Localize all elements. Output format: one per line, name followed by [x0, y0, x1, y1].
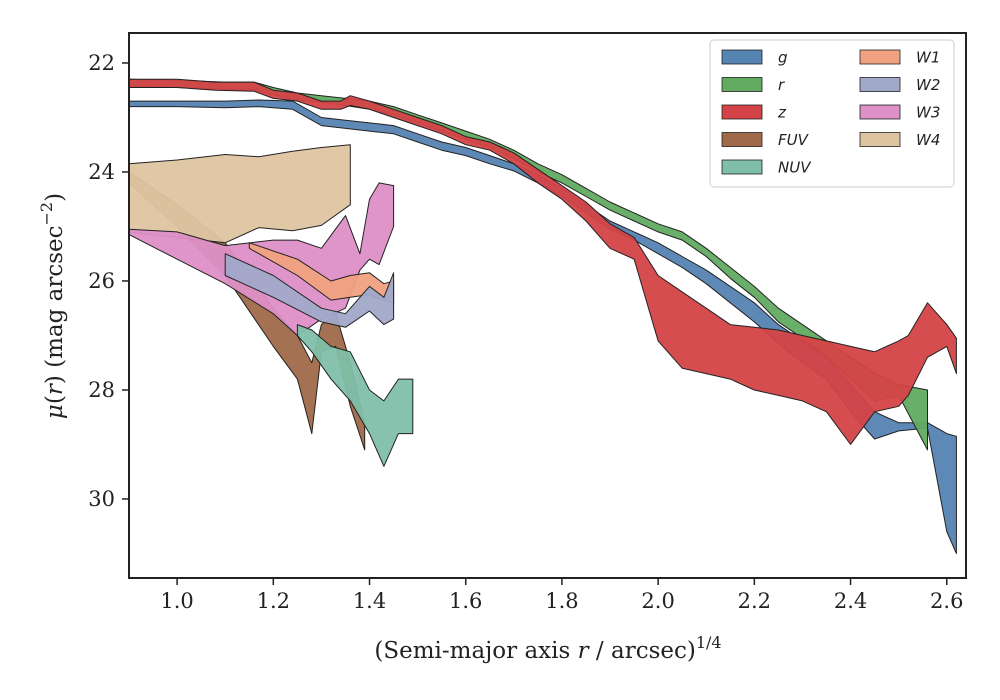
legend-swatch-w3 [859, 104, 901, 120]
series-bands [128, 78, 957, 554]
x-axis-label: (Semi-major axis r / arcsec)1/4 [374, 633, 721, 664]
x-tick-label: 2.2 [738, 589, 771, 613]
legend-label-z: z [777, 104, 787, 122]
legend-swatch-fuv [721, 132, 763, 147]
plot-frame [128, 32, 967, 579]
legend-swatch-g [721, 49, 763, 65]
legend-label-fuv: FUV [778, 131, 810, 149]
band-nuv [296, 324, 414, 467]
y-tick-label: 24 [88, 160, 115, 184]
y-tick-label: 22 [88, 51, 115, 75]
x-tick-label: 2.6 [930, 589, 963, 613]
x-tick-label: 1.6 [449, 589, 482, 613]
legend-swatch-w4 [859, 132, 901, 147]
legend-label-w4: W4 [916, 131, 940, 149]
legend-box [709, 39, 955, 188]
x-tick-label: 2.0 [641, 589, 674, 613]
x-axis: 1.0 1.2 1.4 1.6 1.8 2.0 2.2 2.4 2.6 [160, 578, 963, 613]
legend: grz FUV NUV W1 W2 W3 W4 [709, 39, 955, 188]
band-w2 [224, 253, 395, 328]
y-tick-label: 28 [88, 378, 115, 402]
x-tick-label: 1.4 [353, 589, 386, 613]
legend-label-w1: W1 [916, 49, 940, 67]
band-w4 [128, 144, 351, 244]
legend-swatch-nuv [721, 159, 763, 175]
legend-label-g: g [778, 49, 788, 67]
x-tick-label: 1.8 [545, 589, 578, 613]
legend-swatch-w1 [859, 49, 901, 65]
y-axis-label: μ(r) (mag arcsec−2) [37, 193, 68, 419]
y-axis: 22 24 26 28 30 [88, 51, 129, 511]
legend-label-nuv: NUV [778, 159, 812, 177]
legend-label-w2: W2 [916, 76, 940, 94]
legend-swatch-z [721, 104, 763, 120]
legend-swatch-w2 [859, 77, 901, 92]
legend-label-r: r [778, 76, 785, 94]
band-g [128, 99, 957, 554]
y-tick-label: 26 [88, 269, 115, 293]
legend-label-w3: W3 [916, 104, 940, 122]
x-tick-label: 1.0 [160, 589, 193, 613]
legend-swatch-r [721, 77, 763, 92]
x-tick-label: 2.4 [834, 589, 867, 613]
y-tick-label: 30 [88, 487, 115, 511]
x-tick-label: 1.2 [257, 589, 290, 613]
band-z [128, 78, 957, 445]
